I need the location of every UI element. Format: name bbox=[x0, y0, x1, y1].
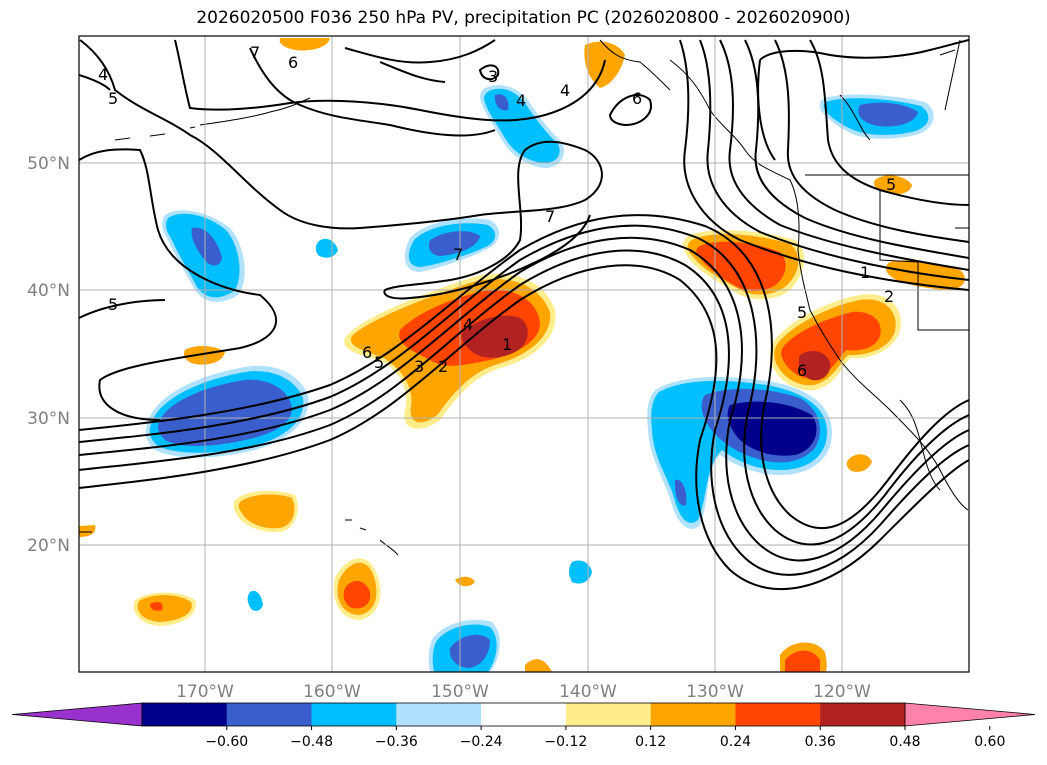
contour-label: 6 bbox=[797, 361, 807, 380]
colorbar-tick-label: −0.36 bbox=[375, 734, 418, 750]
contour-label: 6 bbox=[288, 53, 298, 72]
contour-labels: 7 6 5 4 5 3 4 6 7 7 5 6 5 3 2 4 1 1 2 5 … bbox=[98, 43, 896, 380]
contour-label: 5 bbox=[374, 353, 384, 372]
contour-label: 3 bbox=[488, 67, 498, 86]
colorbar-tick-label: −0.12 bbox=[544, 734, 587, 750]
lon-label: 160°W bbox=[303, 682, 361, 702]
map-title: 2026020500 F036 250 hPa PV, precipitatio… bbox=[196, 8, 851, 28]
map-content: 7 6 5 4 5 3 4 6 7 7 5 6 5 3 2 4 1 1 2 5 … bbox=[79, 36, 969, 672]
colorbar-swatch bbox=[481, 703, 567, 726]
longitude-labels: 170°W 160°W 150°W 140°W 130°W 120°W bbox=[176, 682, 871, 702]
lon-label: 120°W bbox=[813, 682, 871, 702]
contour-label: 6 bbox=[362, 343, 372, 362]
colorbar-tick-label: −0.24 bbox=[460, 734, 503, 750]
contour-label: 5 bbox=[797, 303, 807, 322]
colorbar-swatch bbox=[142, 703, 228, 726]
colorbar-tick-label: 0.36 bbox=[805, 734, 836, 750]
colorbar-swatch bbox=[650, 703, 736, 726]
colorbar-tick-label: −0.60 bbox=[205, 734, 248, 750]
colorbar-swatch bbox=[735, 703, 821, 726]
contour-label: 4 bbox=[516, 91, 526, 110]
lon-label: 150°W bbox=[431, 682, 489, 702]
contour-label: 5 bbox=[886, 175, 896, 194]
colorbar-extension-low bbox=[11, 702, 143, 727]
colorbar-swatch bbox=[820, 703, 906, 726]
colorbar: −0.60 −0.48 −0.36 −0.24 −0.12 0.12 0.24 0.36 0.4… bbox=[11, 702, 1036, 750]
colorbar-swatch bbox=[565, 703, 652, 726]
colorbar-swatch bbox=[226, 703, 313, 726]
colorbar-outline bbox=[141, 702, 906, 727]
colorbar-tick-label: 0.60 bbox=[974, 734, 1005, 750]
lat-label: 30°N bbox=[27, 409, 70, 429]
contour-label: 6 bbox=[632, 89, 642, 108]
lon-label: 140°W bbox=[559, 682, 617, 702]
colorbar-tick-label: 0.24 bbox=[720, 734, 751, 750]
lon-label: 170°W bbox=[176, 682, 234, 702]
colorbar-swatch bbox=[396, 703, 482, 726]
colorbar-tick-label: 0.48 bbox=[889, 734, 920, 750]
contour-label: 5 bbox=[108, 295, 118, 314]
colorbar-tick-label: −0.48 bbox=[290, 734, 333, 750]
lat-label: 20°N bbox=[27, 536, 70, 556]
contour-label: 1 bbox=[860, 263, 870, 282]
map-frame bbox=[78, 35, 970, 673]
contour-label: 2 bbox=[438, 357, 448, 376]
contour-label: 1 bbox=[502, 335, 512, 354]
lat-label: 40°N bbox=[27, 281, 70, 301]
contour-label: 4 bbox=[98, 65, 108, 84]
contour-label: 2 bbox=[884, 287, 894, 306]
contour-label: 7 bbox=[453, 245, 463, 264]
contour-label: 7 bbox=[250, 43, 260, 62]
colorbar-swatch bbox=[311, 703, 397, 726]
colorbar-extension-high bbox=[904, 702, 1036, 727]
contour-label: 3 bbox=[414, 357, 424, 376]
contour-label: 7 bbox=[545, 207, 555, 226]
latitude-labels: 50°N 40°N 30°N 20°N bbox=[27, 154, 70, 556]
contour-label: 4 bbox=[463, 315, 473, 334]
pv-contours bbox=[79, 39, 969, 591]
colorbar-tick-label: 0.12 bbox=[635, 734, 666, 750]
contour-label: 5 bbox=[108, 89, 118, 108]
contour-label: 4 bbox=[560, 81, 570, 100]
lat-label: 50°N bbox=[27, 154, 70, 174]
lon-label: 130°W bbox=[686, 682, 744, 702]
